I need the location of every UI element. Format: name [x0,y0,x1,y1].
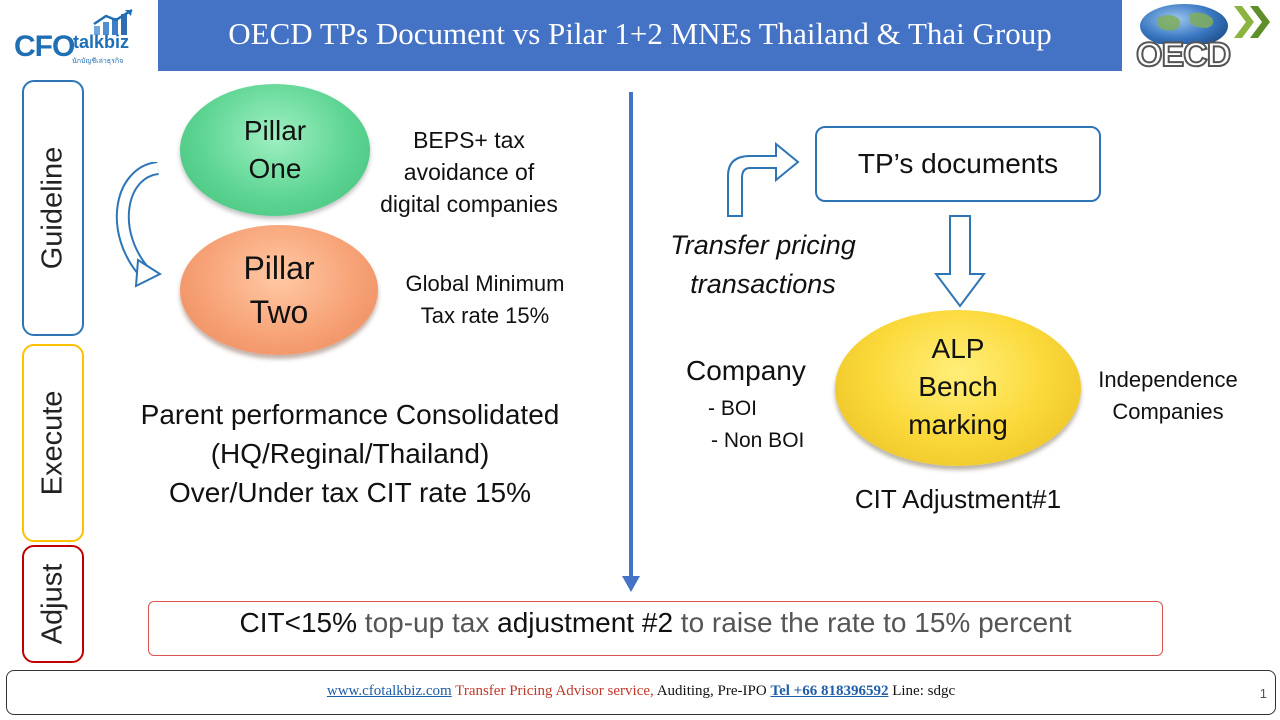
pillar-two-desc-line: Global Minimum [405,271,565,296]
company-item-boi: - BOI [708,397,758,420]
transfer-pricing-line: transactions [690,269,836,299]
company-item-non-boi: - Non BOI [711,429,805,452]
bent-arrow-up-right-icon [727,141,800,217]
execute-line: Over/Under tax CIT rate 15% [168,477,532,508]
footer-service-text: Transfer Pricing Advisor service, [451,683,657,699]
tab-execute-label: Execute [36,390,69,496]
adjustment-box: CIT<15% top-up tax adjustment #2 to rais… [148,601,1163,656]
execute-line: Parent performance Consolidated [140,399,560,430]
logo-cfo-text: CFO [14,30,75,63]
pillar-two-ellipse: Pillar Two [180,225,378,355]
cit-adjustment-label: CIT Adjustment#1 [854,484,1062,514]
company-list: - BOI - Non BOI [708,393,828,457]
pillar-two-description: Global Minimum Tax rate 15% [384,268,586,332]
phone-link[interactable]: Tel +66 818396592 [770,683,889,699]
curved-arrow-icon [115,162,163,288]
pillar-one-desc-line: avoidance of [403,159,535,185]
adjust-cit-text: CIT<15% [239,607,358,638]
tab-adjust-label: Adjust [36,563,69,645]
chart-bars-icon [93,8,133,35]
transfer-pricing-line: Transfer pricing [670,230,856,260]
pillar-one-description: BEPS+ tax avoidance of digital companies [360,124,578,220]
tp-documents-label: TP’s documents [857,148,1059,179]
footer-line-id: Line: sdgc [888,683,956,699]
footer: www.cfotalkbiz.com Transfer Pricing Advi… [6,670,1276,715]
company-title: Company [686,355,806,386]
alp-line: marking [908,409,1008,440]
arrow-down-icon [622,576,640,592]
adjust-topup-text: top-up tax [357,607,498,638]
oecd-logo-text: OECD [1135,35,1232,75]
title-bar: OECD TPs Document vs Pilar 1+2 MNEs Thai… [158,0,1122,71]
oecd-logo: OECD [1132,0,1274,75]
logo-tagline: นักบัญชีเล่าธุรกิจ [72,57,124,65]
pillar-one-ellipse: Pillar One [180,84,370,216]
alp-line: ALP [931,333,985,364]
tp-documents-box: TP’s documents [815,126,1101,202]
pillar-two-line2: Two [249,294,309,330]
block-arrow-down-icon [934,215,986,308]
independence-line: Independence [1098,367,1238,392]
website-link[interactable]: www.cfotalkbiz.com [326,683,452,699]
independence-line: Companies [1112,399,1224,424]
pillar-two-line1: Pillar [243,250,315,286]
tab-execute: Execute [22,344,84,542]
page-title: OECD TPs Document vs Pilar 1+2 MNEs Thai… [228,16,1052,51]
adjust-raise-text: to raise the rate to 15% percent [673,607,1072,638]
execute-line: (HQ/Reginal/Thailand) [210,438,490,469]
footer-services2-text: Auditing, Pre-IPO [656,683,771,699]
pillar-one-line2: One [248,153,302,184]
tab-guideline: Guideline [22,80,84,336]
pillar-two-desc-line: Tax rate 15% [420,303,550,328]
transfer-pricing-label: Transfer pricing transactions [656,226,870,304]
adjust-adjustment-text: adjustment #2 [497,607,674,638]
pillar-one-desc-line: digital companies [380,191,558,217]
alp-benchmarking-ellipse: ALP Bench marking [835,310,1081,466]
pillar-one-line1: Pillar [243,115,307,146]
independence-companies-label: Independence Companies [1084,364,1252,428]
page-number: 1 [1259,686,1267,701]
globe-icon [1140,4,1270,44]
tab-guideline-label: Guideline [36,146,69,270]
execute-description: Parent performance Consolidated (HQ/Regi… [110,395,590,512]
logo-talkbiz-text: talkbiz [73,32,130,52]
tab-adjust: Adjust [22,545,84,663]
vertical-divider-arrow [629,92,633,582]
pillar-one-desc-line: BEPS+ tax [413,127,525,153]
alp-line: Bench [918,371,998,402]
cfotalkbiz-logo: CFO talkbiz นักบัญชีเล่าธุรกิจ [14,6,154,68]
